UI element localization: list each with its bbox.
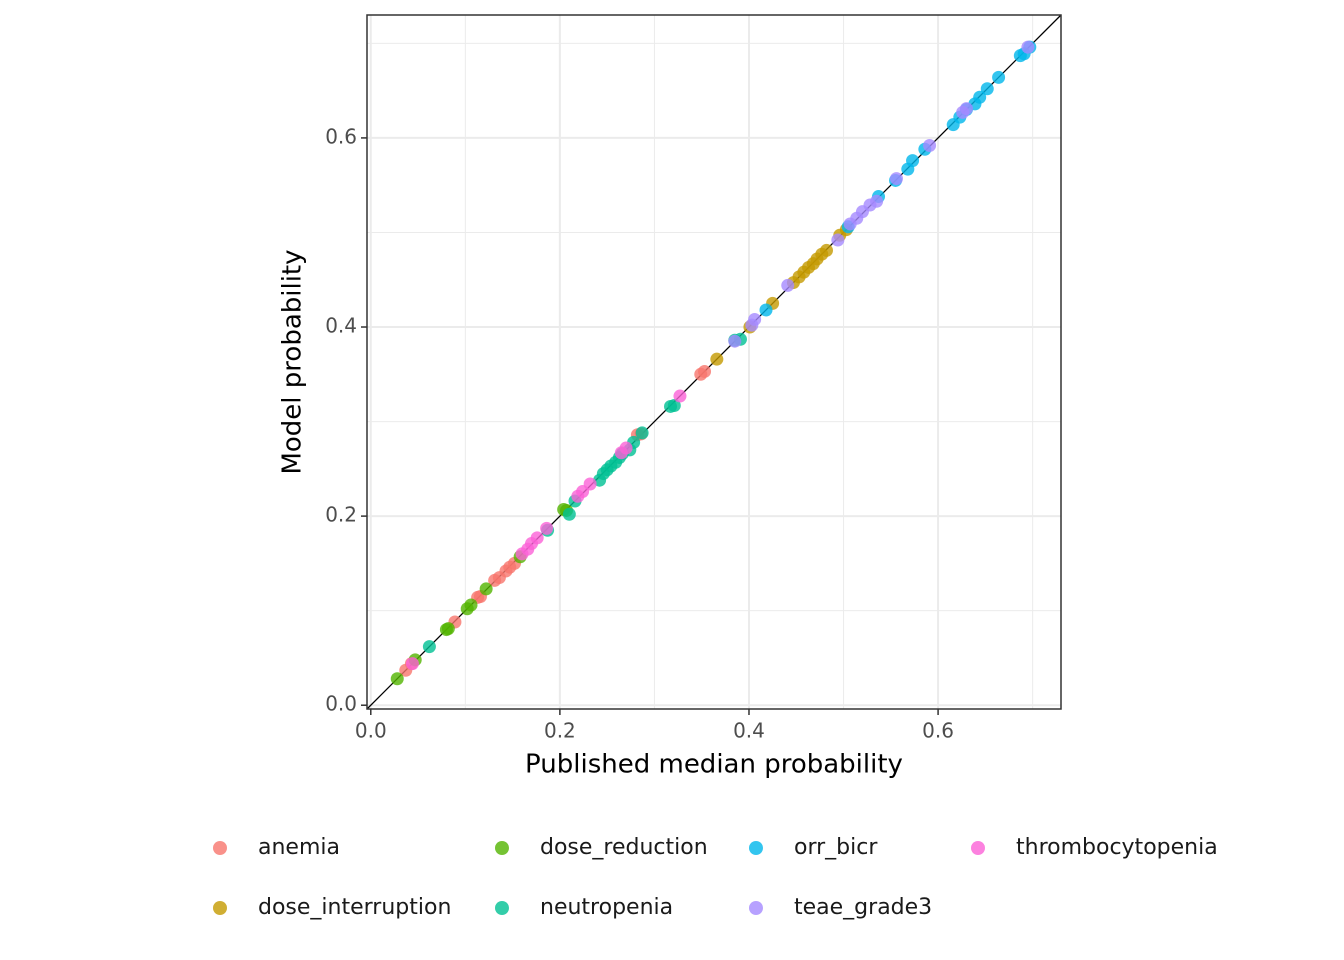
y-tick-label: 0.4 [325,314,357,338]
point [870,194,884,208]
point [673,389,687,403]
point [923,138,937,152]
legend-label: dose_reduction [540,835,708,860]
point [906,154,920,168]
point [540,521,554,535]
point [748,312,762,326]
point [992,70,1006,84]
legend-swatch [971,841,985,855]
point [441,622,455,636]
panel-border [366,14,1062,710]
y-tick-label: 0.0 [325,692,357,716]
legend-swatch [749,901,763,915]
point [390,672,404,686]
y-tick-label: 0.2 [325,503,357,527]
point [831,233,845,247]
legend-label: orr_bicr [794,835,878,860]
point [973,90,987,104]
point [1021,40,1035,54]
point [728,334,742,348]
point [619,441,633,455]
legend-label: anemia [258,835,340,860]
legend-label: dose_interruption [258,895,451,920]
y-tick-label: 0.6 [325,124,357,148]
point [759,303,773,317]
point [562,507,576,521]
legend-swatch [495,841,509,855]
legend-label: neutropenia [540,895,673,920]
legend-label: teae_grade3 [794,895,932,920]
point [710,352,724,366]
legend-label: thrombocytopenia [1016,835,1218,860]
legend-swatch [213,901,227,915]
point [980,82,994,96]
point [583,477,597,491]
y-axis-title: Model probability [278,249,308,474]
legend-swatch [495,901,509,915]
point [959,102,973,116]
point [464,598,478,612]
point [667,398,681,412]
x-tick-label: 0.6 [922,719,954,743]
point [698,364,712,378]
point [530,531,544,545]
point [889,172,903,186]
x-tick-label: 0.2 [544,719,576,743]
point [479,582,493,596]
x-tick-label: 0.4 [733,719,765,743]
legend-swatch [749,841,763,855]
point [820,243,834,257]
x-axis-title: Published median probability [525,750,903,780]
x-tick-label: 0.0 [355,719,387,743]
point [405,657,419,671]
point [422,640,436,654]
legend-swatch [213,841,227,855]
point [781,278,795,292]
point [635,426,649,440]
